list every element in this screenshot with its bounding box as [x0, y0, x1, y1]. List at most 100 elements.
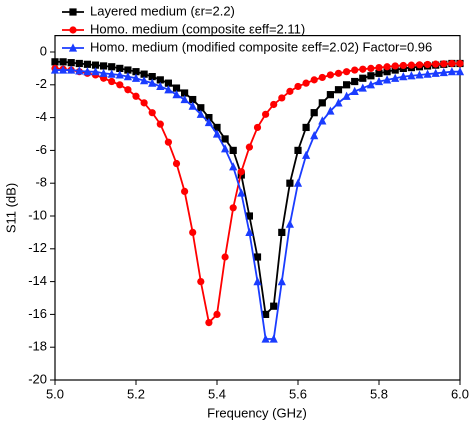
data-point — [447, 67, 456, 76]
data-point — [399, 61, 407, 70]
data-point — [59, 65, 68, 74]
data-point — [148, 78, 157, 87]
data-point — [50, 65, 60, 74]
data-point — [124, 66, 132, 74]
y-tick-label: -2 — [35, 76, 47, 91]
x-tick-label: 6.0 — [451, 386, 469, 401]
data-point — [67, 59, 75, 67]
x-tick-label: 5.4 — [208, 386, 226, 401]
data-point — [83, 67, 92, 76]
data-point — [269, 334, 278, 343]
data-point — [456, 59, 464, 68]
data-point — [318, 116, 327, 125]
data-point — [181, 187, 189, 195]
data-point — [148, 109, 156, 117]
legend-label: Homo. medium (modified composite εeff=2.… — [90, 39, 432, 54]
data-point — [100, 62, 108, 70]
data-point — [278, 94, 286, 102]
data-point — [270, 100, 278, 109]
data-point — [213, 310, 221, 318]
data-point — [221, 144, 230, 153]
data-point — [270, 302, 278, 310]
data-point — [164, 79, 172, 87]
data-point — [132, 92, 140, 100]
data-point — [51, 58, 59, 66]
y-tick-label: -8 — [35, 175, 47, 190]
data-point — [294, 146, 302, 154]
data-point — [310, 131, 319, 140]
data-point — [164, 85, 173, 94]
data-point — [164, 138, 172, 146]
y-axis-label: S11 (dB) — [3, 183, 18, 233]
data-point — [237, 168, 245, 176]
y-tick-label: -14 — [28, 273, 47, 288]
data-point — [253, 253, 262, 261]
y-tick-label: -12 — [28, 240, 47, 255]
data-point — [366, 80, 375, 89]
data-point — [181, 89, 189, 97]
data-point — [205, 319, 213, 327]
data-point — [213, 123, 221, 132]
data-point — [189, 228, 197, 236]
data-point — [391, 66, 399, 74]
data-point — [285, 219, 294, 228]
data-point — [448, 59, 456, 68]
data-point — [334, 69, 343, 77]
data-point — [302, 79, 310, 87]
data-point — [391, 62, 399, 70]
data-point — [91, 61, 100, 69]
data-point — [310, 109, 318, 117]
data-point — [318, 73, 326, 82]
data-point — [277, 277, 286, 286]
data-point — [455, 67, 465, 76]
data-point — [367, 64, 375, 72]
data-point — [375, 63, 383, 72]
data-point — [367, 72, 375, 80]
data-point — [123, 72, 132, 81]
data-point — [375, 69, 383, 77]
data-point — [116, 81, 124, 89]
data-point — [262, 310, 270, 318]
data-point — [294, 82, 302, 91]
y-tick-label: -4 — [35, 109, 47, 124]
data-point — [212, 129, 222, 138]
data-point — [326, 106, 335, 115]
data-point — [180, 94, 189, 104]
data-point — [124, 86, 132, 94]
data-point — [326, 71, 334, 79]
data-point — [237, 188, 246, 197]
data-point — [189, 95, 197, 104]
data-point — [351, 66, 359, 74]
legend-marker — [69, 8, 77, 16]
data-point — [140, 76, 149, 85]
y-tick-label: -16 — [28, 306, 47, 321]
data-point — [132, 68, 140, 76]
data-point — [91, 67, 100, 76]
y-tick-label: -10 — [28, 207, 47, 222]
data-point — [383, 75, 392, 84]
data-point — [399, 72, 408, 81]
data-point — [431, 68, 440, 77]
data-point — [229, 146, 237, 154]
data-point — [204, 117, 213, 127]
data-point — [108, 77, 116, 86]
data-point — [334, 86, 343, 94]
y-tick-label: 0 — [40, 43, 47, 58]
data-point — [156, 76, 164, 84]
plot-frame — [54, 34, 461, 381]
data-point — [75, 66, 84, 75]
data-point — [67, 65, 76, 74]
y-tick-label: -18 — [28, 339, 47, 354]
data-point — [140, 70, 148, 78]
data-point — [188, 101, 197, 110]
data-point — [334, 98, 343, 107]
data-point — [245, 212, 253, 220]
data-point — [432, 60, 440, 68]
data-point — [172, 84, 181, 92]
data-point — [131, 73, 141, 82]
data-point — [351, 77, 359, 86]
data-point — [415, 70, 424, 79]
data-point — [197, 278, 205, 286]
data-point — [326, 91, 334, 99]
